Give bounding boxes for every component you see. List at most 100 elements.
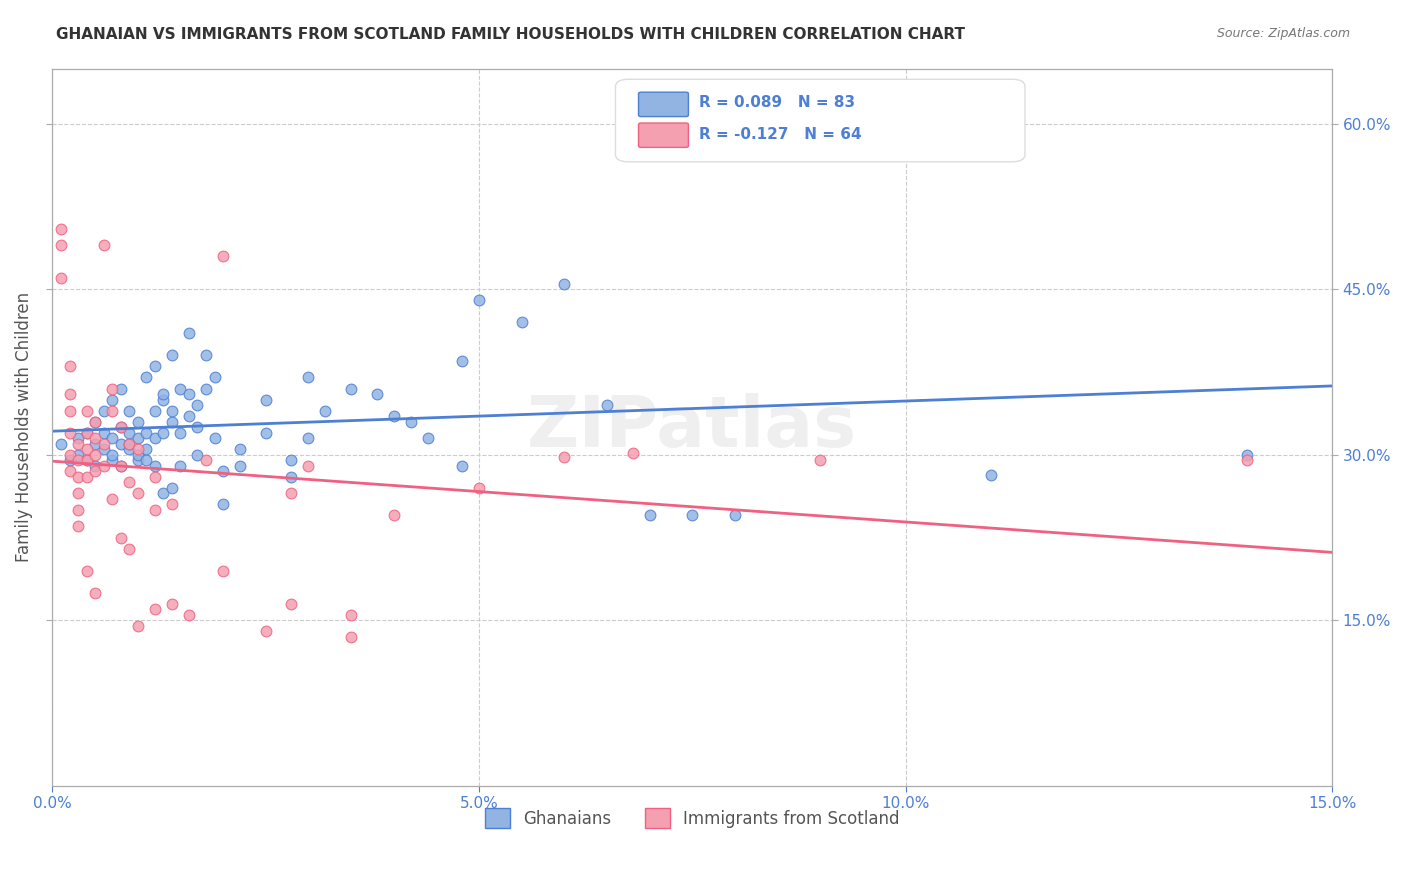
Point <box>84 585 107 599</box>
Point <box>152 387 174 401</box>
Point <box>101 382 124 396</box>
Point <box>101 403 124 417</box>
Point <box>76 453 98 467</box>
FancyBboxPatch shape <box>616 79 1025 161</box>
Point <box>110 458 132 473</box>
Point <box>143 503 166 517</box>
Point <box>212 497 235 511</box>
FancyBboxPatch shape <box>638 123 689 147</box>
Point <box>84 458 107 473</box>
Point <box>195 453 218 467</box>
Point <box>451 354 474 368</box>
Point <box>280 470 302 484</box>
Point <box>808 453 831 467</box>
Point <box>160 497 183 511</box>
Point <box>101 448 124 462</box>
Point <box>76 403 98 417</box>
Point <box>101 491 124 506</box>
Point <box>186 420 208 434</box>
Point <box>280 453 302 467</box>
Point <box>212 249 235 263</box>
Point <box>280 597 302 611</box>
Point <box>49 436 72 450</box>
Point <box>76 425 98 440</box>
Point <box>169 458 191 473</box>
Point <box>110 420 132 434</box>
Point <box>58 448 80 462</box>
Point <box>110 382 132 396</box>
Point <box>724 508 747 523</box>
Point <box>76 442 98 457</box>
Point <box>67 448 90 462</box>
Text: R = -0.127   N = 64: R = -0.127 N = 64 <box>699 127 862 142</box>
Point <box>143 602 166 616</box>
Point <box>553 277 575 291</box>
Point <box>118 436 141 450</box>
Point <box>93 238 115 252</box>
Point <box>186 398 208 412</box>
Point <box>152 392 174 407</box>
Point <box>143 359 166 374</box>
Point <box>110 420 132 434</box>
Point <box>118 475 141 490</box>
Point <box>76 453 98 467</box>
Point <box>135 425 157 440</box>
Point <box>152 425 174 440</box>
Point <box>204 431 226 445</box>
Y-axis label: Family Households with Children: Family Households with Children <box>15 292 32 562</box>
Point <box>110 436 132 450</box>
Point <box>93 403 115 417</box>
Point <box>980 467 1002 482</box>
Point <box>382 409 405 424</box>
Point <box>204 370 226 384</box>
Point <box>143 403 166 417</box>
Point <box>724 117 747 131</box>
Point <box>76 470 98 484</box>
Point <box>169 425 191 440</box>
Point <box>596 398 619 412</box>
Point <box>118 541 141 556</box>
Point <box>621 445 644 459</box>
Point <box>314 403 336 417</box>
Point <box>67 431 90 445</box>
Point <box>510 315 533 329</box>
Point <box>84 415 107 429</box>
Point <box>366 387 388 401</box>
Point <box>143 470 166 484</box>
Point <box>1236 448 1258 462</box>
Point <box>280 486 302 500</box>
Point <box>553 450 575 464</box>
Point <box>195 348 218 362</box>
Legend: Ghanaians, Immigrants from Scotland: Ghanaians, Immigrants from Scotland <box>478 801 907 835</box>
Point <box>160 403 183 417</box>
Point <box>110 531 132 545</box>
FancyBboxPatch shape <box>638 92 689 117</box>
Point <box>212 564 235 578</box>
Point <box>58 453 80 467</box>
Point <box>127 442 149 457</box>
Point <box>84 415 107 429</box>
Point <box>76 425 98 440</box>
Point <box>58 403 80 417</box>
Point <box>93 425 115 440</box>
Point <box>58 387 80 401</box>
Point <box>451 458 474 473</box>
Point <box>84 431 107 445</box>
Point <box>1236 453 1258 467</box>
Point <box>254 392 277 407</box>
Point <box>229 458 252 473</box>
Point <box>399 415 422 429</box>
Point <box>127 415 149 429</box>
Point <box>638 508 661 523</box>
Point <box>67 519 90 533</box>
Point <box>110 458 132 473</box>
Point <box>177 409 200 424</box>
Text: GHANAIAN VS IMMIGRANTS FROM SCOTLAND FAMILY HOUSEHOLDS WITH CHILDREN CORRELATION: GHANAIAN VS IMMIGRANTS FROM SCOTLAND FAM… <box>56 27 966 42</box>
Point <box>101 431 124 445</box>
Point <box>118 403 141 417</box>
Point <box>93 442 115 457</box>
Point <box>58 359 80 374</box>
Point <box>127 453 149 467</box>
Point <box>186 448 208 462</box>
Point <box>135 370 157 384</box>
